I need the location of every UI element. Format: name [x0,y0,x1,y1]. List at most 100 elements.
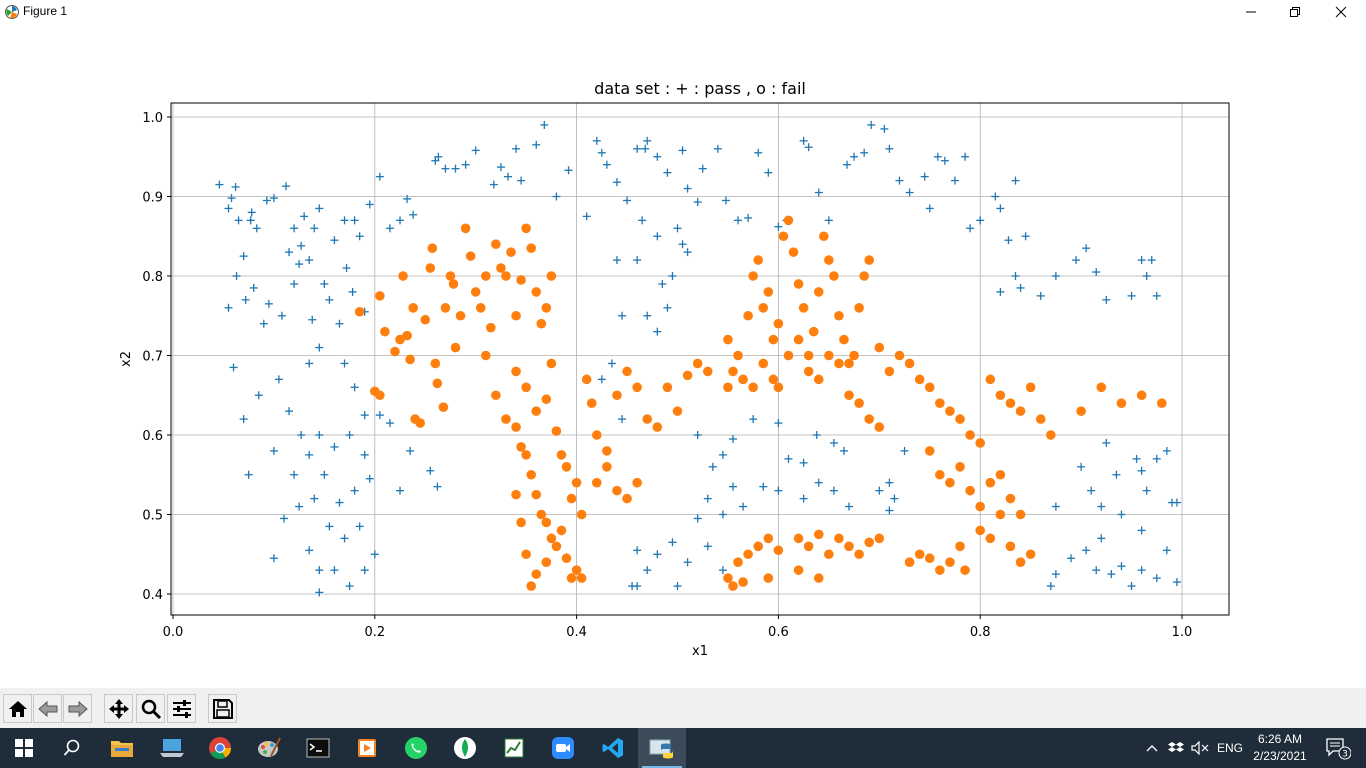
close-button[interactable] [1318,0,1364,24]
pass-point [633,144,642,153]
taskbar-mongodb[interactable] [441,728,489,768]
zoom-button[interactable] [136,694,165,723]
pass-point [612,178,621,187]
sliders-icon [172,699,191,718]
pass-point [734,216,743,225]
fail-point [408,303,418,313]
pass-point [633,582,642,591]
fail-point [586,398,597,409]
pass-point [350,383,359,392]
fail-point [773,318,784,329]
fail-point [480,271,491,281]
title-bar[interactable]: Figure 1 [0,0,1366,24]
laptop-icon [160,739,184,757]
taskbar-zoom[interactable] [539,728,587,768]
taskbar-terminal[interactable] [294,728,342,768]
fail-point [723,382,733,393]
pass-point [799,458,808,467]
taskbar-chrome[interactable] [196,728,244,768]
back-button[interactable] [33,694,62,723]
pass-point [503,172,512,181]
taskbar-media-player[interactable] [343,728,391,768]
taskbar-whatsapp[interactable] [392,728,440,768]
search-button[interactable] [48,728,96,768]
fail-point [526,581,536,591]
taskbar-file-explorer[interactable] [98,728,146,768]
fail-point [924,553,935,564]
pass-point [1046,582,1055,591]
pass-point [264,299,273,308]
fail-point [768,374,779,385]
pass-point [224,204,233,213]
action-center-button[interactable]: 3 [1318,728,1358,768]
fail-point [788,247,799,257]
pass-point [1162,446,1171,455]
pass-point [643,136,652,145]
pass-point [305,359,314,368]
taskbar-laptop-app[interactable] [148,728,196,768]
forward-button[interactable] [63,694,92,723]
move-icon [108,698,129,719]
pass-point [1051,272,1060,280]
fail-point [375,390,385,401]
fail-point [576,509,587,520]
pass-point [489,180,498,189]
show-hidden-icons-button[interactable] [1142,728,1162,768]
fail-point [733,350,743,361]
taskbar-paint[interactable] [245,728,293,768]
pass-point [774,419,783,428]
fail-point [556,525,567,536]
save-button[interactable] [208,694,237,723]
figure-canvas[interactable]: 0.0 0.2 0.4 0.6 0.8 1.0 0.4 0.5 0.6 0.7 0.8 0.9 1.0… [0,24,1366,688]
pass-point [1097,502,1106,511]
pass-point [295,260,304,269]
fail-point [425,263,436,273]
dropbox-tray[interactable] [1165,728,1187,768]
pan-button[interactable] [104,694,133,723]
minimize-button[interactable] [1228,0,1274,24]
fail-point [874,342,885,353]
pass-point [900,446,909,455]
fail-point [753,541,764,552]
fail-point [1015,557,1026,567]
pass-point [754,148,763,157]
whatsapp-icon [405,737,427,759]
fail-point [506,247,516,257]
fail-point [813,573,824,583]
pass-point [774,486,783,495]
fail-point [748,271,758,281]
pass-point [933,152,942,161]
y-tick-label: 0.7 [142,350,163,365]
pass-point [335,498,344,507]
fail-point [511,310,521,321]
pass-point [1082,546,1091,555]
pass-point [232,272,241,280]
taskbar-sheets-app[interactable] [490,728,538,768]
pass-point [285,248,294,257]
language-indicator[interactable]: ENG [1216,741,1243,755]
fail-point [834,358,844,369]
fail-point [935,398,945,409]
figure-window: Figure 1 0.0 0.2 0.4 0.6 0.8 1.0 0.4 0.5 0.6 0.7… [0,0,1366,728]
taskbar-clock[interactable]: 6:26 AM 2/23/2021 [1248,731,1312,765]
start-button[interactable] [0,728,48,768]
fail-point [935,565,945,575]
configure-subplots-button[interactable] [167,694,196,723]
pass-point [774,222,783,231]
floppy-icon [212,698,233,719]
fail-point [723,573,733,583]
restore-button[interactable] [1272,0,1318,24]
taskbar-vscode[interactable] [589,728,637,768]
fail-point [874,533,885,544]
volume-tray[interactable] [1188,728,1212,768]
fail-point [839,334,849,345]
taskbar-python[interactable] [638,728,686,768]
fail-point [526,243,536,253]
fail-point [440,303,451,313]
home-button[interactable] [3,694,32,723]
pass-point [1137,256,1146,265]
fail-point [945,406,955,416]
fail-point [723,334,733,345]
pass-point [698,164,707,173]
pass-point [451,164,460,173]
